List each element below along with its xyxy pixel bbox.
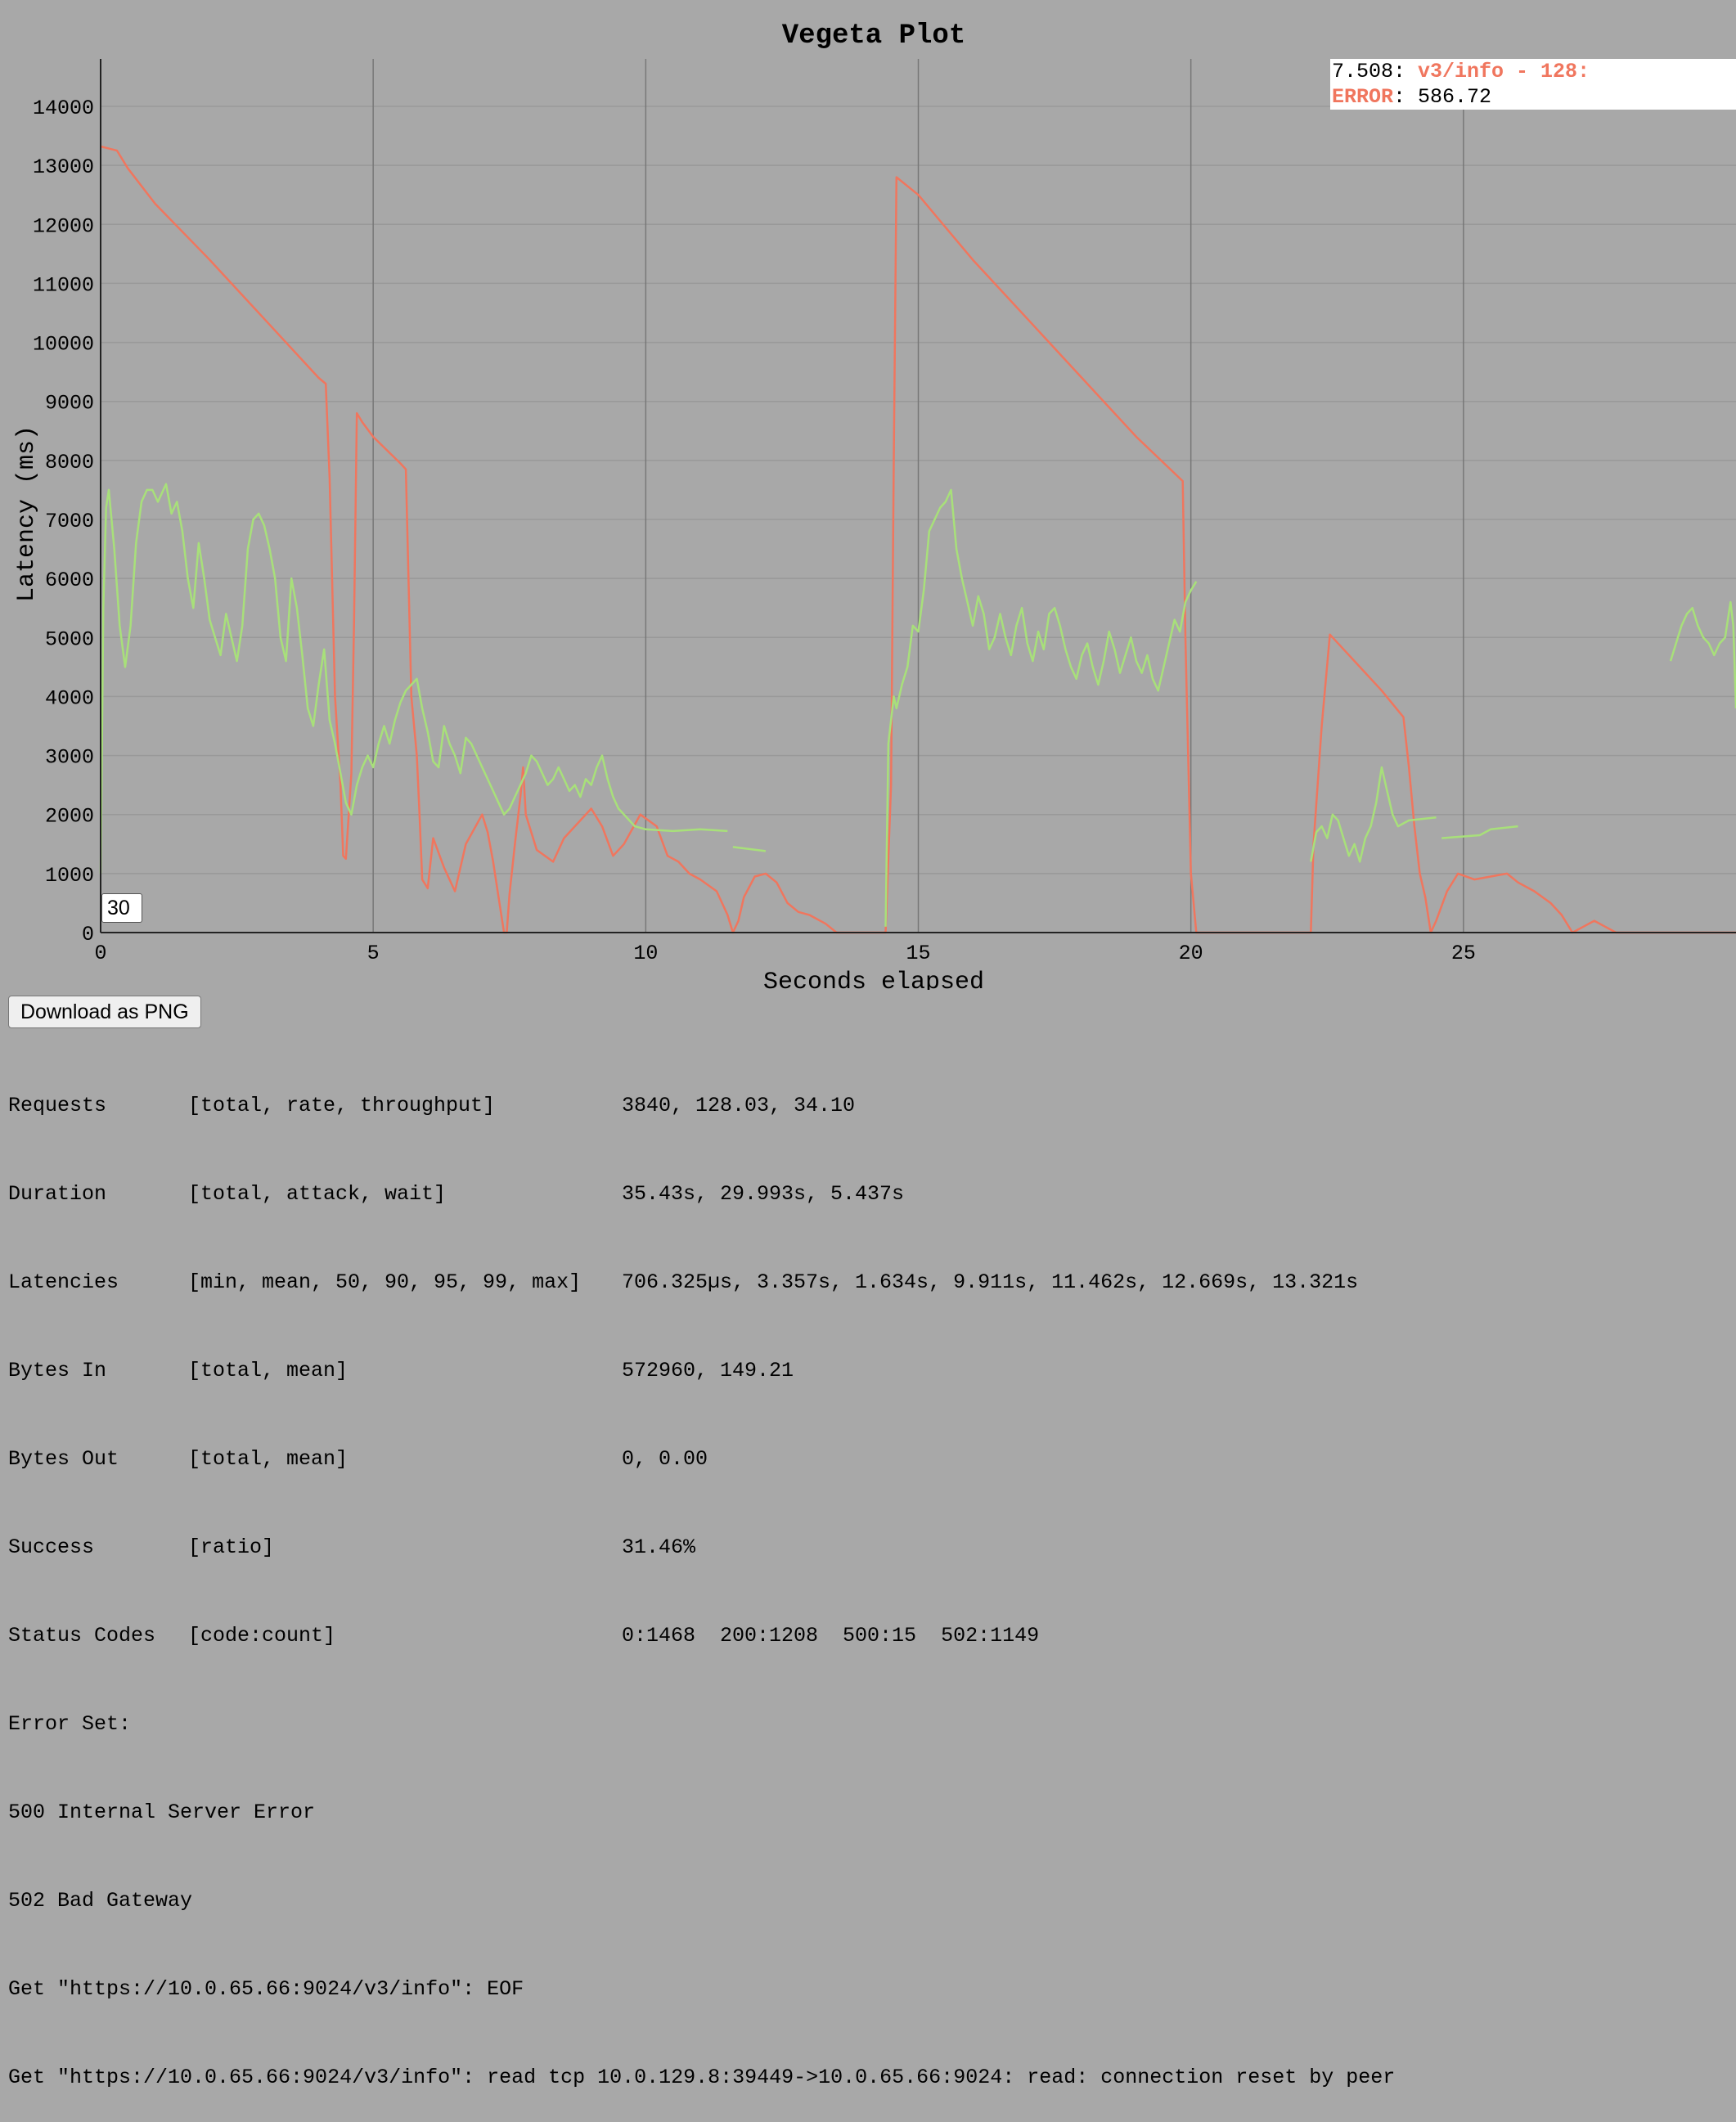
legend-series-label: v3/info - 128: xyxy=(1418,60,1590,83)
y-tick-label: 6000 xyxy=(45,569,94,592)
legend-value: 586.72 xyxy=(1418,85,1492,109)
y-tick-label: 7000 xyxy=(45,510,94,533)
x-tick-label: 25 xyxy=(1451,942,1476,965)
error-line: 502 Bad Gateway xyxy=(8,1889,193,1913)
y-tick-label: 0 xyxy=(82,923,94,946)
error-line: Get "https://10.0.65.66:9024/v3/info": r… xyxy=(8,2066,1396,2089)
legend-time: 7.508 xyxy=(1332,60,1394,83)
y-tick-label: 13000 xyxy=(33,155,94,179)
report-row-requests: Requests [total, rate, throughput] 3840, 1… xyxy=(8,1094,856,1117)
x-tick-label: 5 xyxy=(367,942,380,965)
report-row-duration: Duration [total, attack, wait] 35.43s, 29.… xyxy=(8,1182,905,1206)
series-line-success xyxy=(99,483,728,874)
series-line-success xyxy=(1669,600,1736,708)
report-row-status-codes: Status Codes [code:count] 0:1468 200:1208 … xyxy=(8,1624,1040,1648)
report-row-success: Success [ratio] 31.46% xyxy=(8,1535,696,1559)
y-tick-label: 4000 xyxy=(45,686,94,710)
series-line-error xyxy=(100,145,1736,934)
error-line: Get "https://10.0.65.66:9024/v3/info": E… xyxy=(8,1977,524,2001)
y-tick-label: 3000 xyxy=(45,746,94,770)
chart-title: Vegeta Plot xyxy=(782,20,965,52)
report-row-bytes-out: Bytes Out [total, mean] 0, 0.00 xyxy=(8,1447,708,1471)
series-line-success xyxy=(732,846,767,852)
legend-status: ERROR xyxy=(1332,85,1394,109)
y-tick-label: 8000 xyxy=(45,451,94,474)
series-line-success xyxy=(1310,766,1437,863)
report-row-bytes-in: Bytes In [total, mean] 572960, 149.21 xyxy=(8,1359,794,1382)
x-axis-ticks: 0 5 10 15 20 25 xyxy=(94,942,1475,965)
y-tick-label: 1000 xyxy=(45,864,94,888)
x-tick-label: 15 xyxy=(906,942,930,965)
report-text: Requests [total, rate, throughput] 3840, 1… xyxy=(8,1032,1395,2122)
y-tick-label: 5000 xyxy=(45,627,94,651)
x-tick-label: 0 xyxy=(94,942,106,965)
download-png-button[interactable]: Download as PNG xyxy=(8,996,201,1028)
y-axis-ticks: 0 1000 2000 3000 4000 5000 6000 7000 8000 9000 100… xyxy=(33,97,94,946)
series-line-success xyxy=(884,488,1198,927)
y-tick-label: 14000 xyxy=(33,97,94,120)
y-tick-label: 2000 xyxy=(45,805,94,829)
x-tick-label: 10 xyxy=(633,942,658,965)
x-tick-label: 20 xyxy=(1179,942,1203,965)
series-layer xyxy=(99,145,1736,934)
zoom-range-input[interactable]: 30 xyxy=(101,893,142,923)
y-tick-label: 9000 xyxy=(45,392,94,416)
series-line-success xyxy=(1441,825,1518,839)
x-axis-label: Seconds elapsed xyxy=(763,969,984,990)
y-tick-label: 10000 xyxy=(33,333,94,357)
error-line: 500 Internal Server Error xyxy=(8,1801,316,1824)
report-row-latencies: Latencies [min, mean, 50, 90, 95, 99, max… xyxy=(8,1270,1359,1294)
y-tick-label: 11000 xyxy=(33,273,94,297)
error-set-label: Error Set: xyxy=(8,1712,132,1736)
y-tick-label: 12000 xyxy=(33,214,94,238)
y-axis-label: Latency (ms) xyxy=(13,425,41,602)
grid xyxy=(101,59,1736,933)
hover-legend: 7.508: v3/info - 128: ERROR: 586.72 xyxy=(1330,59,1736,110)
latency-chart: Vegeta Plot 0 1000 2000 3000 4000 5000 6000 700… xyxy=(13,20,1736,990)
